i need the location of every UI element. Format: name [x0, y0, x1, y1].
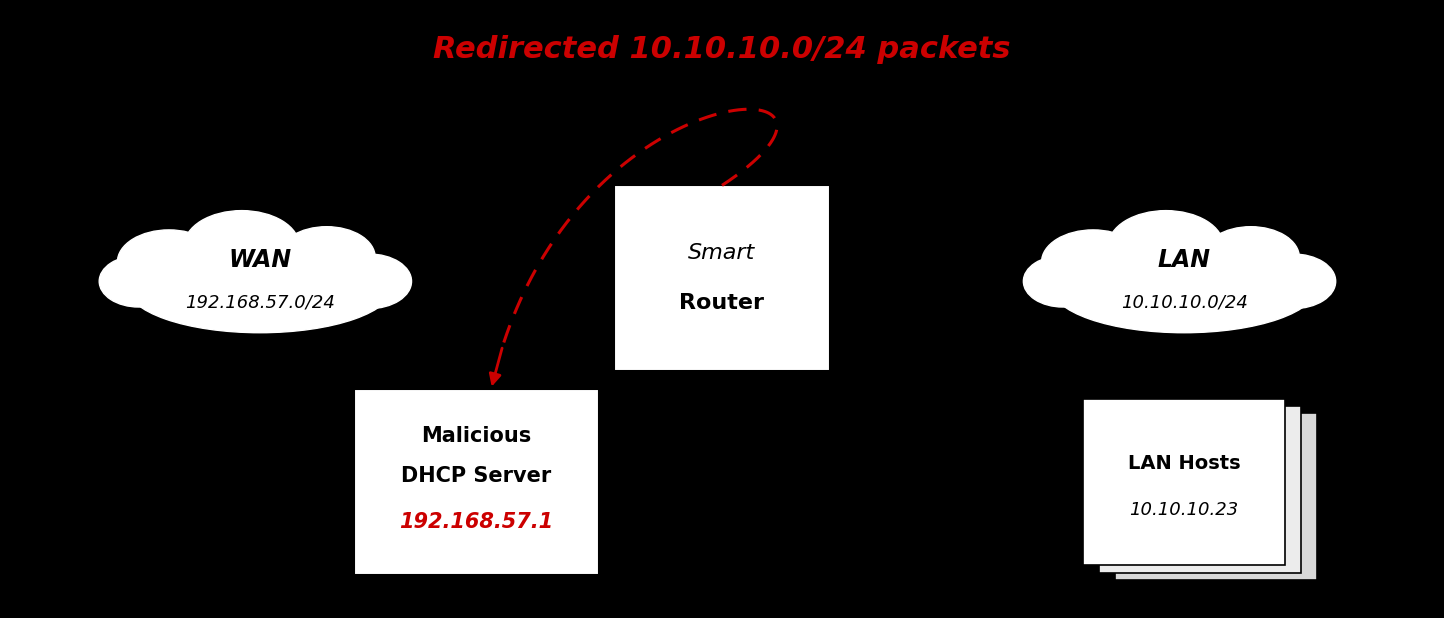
Ellipse shape — [279, 227, 375, 288]
Text: Router: Router — [680, 293, 764, 313]
FancyBboxPatch shape — [354, 389, 599, 575]
Text: DHCP Server: DHCP Server — [401, 466, 552, 486]
Ellipse shape — [1251, 254, 1336, 308]
Ellipse shape — [1051, 240, 1317, 332]
Ellipse shape — [100, 256, 178, 307]
Text: Redirected 10.10.10.0/24 packets: Redirected 10.10.10.0/24 packets — [433, 35, 1011, 64]
Ellipse shape — [1203, 227, 1300, 288]
Ellipse shape — [1041, 230, 1145, 294]
FancyBboxPatch shape — [1099, 406, 1301, 573]
Ellipse shape — [1024, 256, 1102, 307]
Text: WAN: WAN — [228, 248, 292, 271]
Text: LAN Hosts: LAN Hosts — [1128, 454, 1240, 473]
Text: Malicious: Malicious — [422, 426, 531, 446]
Text: 10.10.10.23: 10.10.10.23 — [1129, 501, 1239, 519]
Ellipse shape — [127, 240, 393, 332]
Text: LAN: LAN — [1158, 248, 1210, 271]
Ellipse shape — [326, 254, 412, 308]
FancyBboxPatch shape — [1083, 399, 1285, 565]
Ellipse shape — [117, 230, 221, 294]
FancyBboxPatch shape — [614, 185, 830, 371]
Text: 192.168.57.0/24: 192.168.57.0/24 — [185, 294, 335, 312]
Text: 192.168.57.1: 192.168.57.1 — [400, 512, 553, 532]
FancyBboxPatch shape — [1115, 413, 1317, 580]
Text: Smart: Smart — [689, 243, 755, 263]
Ellipse shape — [183, 211, 299, 281]
Text: 10.10.10.0/24: 10.10.10.0/24 — [1121, 294, 1248, 312]
Ellipse shape — [1108, 211, 1223, 281]
